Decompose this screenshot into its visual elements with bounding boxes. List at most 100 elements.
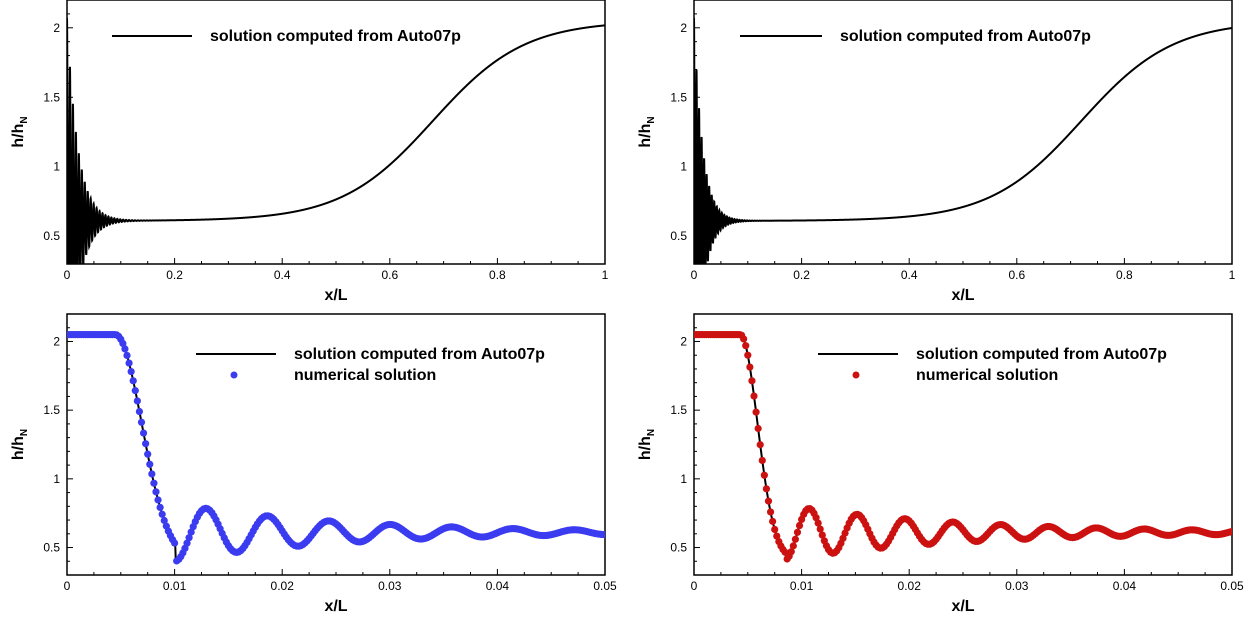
- y-axis-label-subscript: N: [19, 116, 30, 123]
- data-point: [137, 418, 146, 426]
- y-tick-label: 1: [680, 472, 687, 486]
- x-tick-label: 0.4: [274, 268, 291, 282]
- data-point: [812, 514, 820, 522]
- data-point: [129, 377, 137, 385]
- data-point: [152, 488, 160, 496]
- data-point: [160, 516, 168, 525]
- data-point: [601, 531, 605, 539]
- data-point: [795, 521, 804, 530]
- data-point: [740, 335, 748, 343]
- chart-panel-3: 0 0.01 0.02 0.03 0.04 0.050.511.52x/Lh/hNsolu…: [10, 313, 617, 615]
- data-point: [762, 485, 771, 493]
- y-tick-label: 0.5: [43, 229, 60, 243]
- y-tick-label: 2: [680, 21, 687, 35]
- x-tick-label: 0.02: [898, 579, 922, 593]
- legend: solution computed from Auto07p: [740, 28, 1091, 45]
- data-point: [139, 429, 148, 437]
- y-tick-label: 2: [53, 21, 60, 35]
- y-tick-label: 1.5: [670, 403, 687, 417]
- x-tick-label: 0.01: [163, 579, 187, 593]
- y-tick-label: 0.5: [670, 541, 687, 555]
- data-point: [816, 525, 824, 533]
- x-axis-label: x/L: [324, 598, 347, 615]
- y-axis-label: h/hN: [10, 116, 30, 147]
- x-axis-label: x/L: [951, 598, 974, 615]
- legend: solution computed from Auto07p numerical …: [818, 346, 1167, 384]
- x-tick-label: 0: [64, 268, 71, 282]
- data-point: [144, 450, 152, 458]
- data-point: [131, 387, 139, 395]
- data-point: [142, 440, 150, 448]
- legend: solution computed from Auto07p: [112, 28, 461, 45]
- y-tick-label: 0.5: [670, 229, 687, 243]
- legend-entry-label: numerical solution: [294, 367, 436, 384]
- data-point: [764, 497, 773, 505]
- x-tick-label: 0.03: [1005, 579, 1029, 593]
- data-point: [125, 359, 133, 367]
- x-axis-label: x/L: [951, 287, 974, 304]
- data-point: [183, 539, 191, 547]
- x-tick-label: 1: [1229, 268, 1236, 282]
- y-tick-label: 1.5: [43, 90, 60, 104]
- y-tick-label: 1.5: [43, 403, 60, 417]
- legend-entry-label: solution computed from Auto07p: [916, 346, 1167, 363]
- data-point: [133, 397, 141, 405]
- y-axis-label: h/hN: [637, 429, 657, 460]
- data-point: [791, 535, 799, 543]
- data-point: [750, 392, 758, 400]
- data-point: [121, 345, 129, 353]
- legend-marker-swatch: [230, 371, 238, 379]
- data-point: [171, 539, 179, 547]
- data-point: [752, 408, 760, 416]
- series-points-1: [67, 331, 605, 565]
- data-point: [185, 534, 193, 542]
- data-point: [119, 339, 127, 348]
- data-point: [818, 531, 826, 539]
- y-tick-label: 1: [53, 160, 60, 174]
- x-tick-label: 0: [691, 579, 698, 593]
- x-tick-label: 0.6: [1008, 268, 1025, 282]
- x-tick-label: 1: [602, 268, 609, 282]
- y-axis-label-main: h/h: [637, 436, 654, 460]
- x-axis-label: x/L: [324, 287, 347, 304]
- y-tick-label: 1: [53, 472, 60, 486]
- data-point: [156, 503, 164, 512]
- x-tick-label: 0.02: [271, 579, 295, 593]
- x-tick-label: 0.05: [593, 579, 617, 593]
- data-point: [758, 456, 766, 465]
- x-tick-label: 0.2: [793, 268, 810, 282]
- data-point: [744, 351, 752, 359]
- data-point: [766, 508, 775, 516]
- x-tick-label: 0: [691, 268, 698, 282]
- x-tick-label: 0.8: [489, 268, 506, 282]
- legend-entry-label: solution computed from Auto07p: [840, 28, 1091, 45]
- data-point: [123, 351, 131, 360]
- data-point: [754, 424, 762, 433]
- legend-entry-label: numerical solution: [916, 367, 1058, 384]
- data-point: [148, 470, 156, 478]
- x-tick-label: 0.2: [166, 268, 183, 282]
- chart-panel-4: 0 0.01 0.02 0.03 0.04 0.050.511.52x/Lh/hNsolu…: [637, 313, 1244, 615]
- y-tick-label: 2: [53, 334, 60, 348]
- series-line-0: [694, 18, 1232, 264]
- data-point: [769, 517, 777, 525]
- data-point: [793, 528, 802, 536]
- x-tick-label: 0.01: [790, 579, 814, 593]
- y-tick-label: 0.5: [43, 541, 60, 555]
- data-point: [771, 525, 779, 534]
- x-tick-label: 0.04: [486, 579, 510, 593]
- y-tick-label: 1: [680, 160, 687, 174]
- series-line-0: [67, 17, 605, 264]
- x-tick-label: 0.8: [1116, 268, 1133, 282]
- y-axis-label: h/hN: [10, 429, 30, 460]
- y-axis-label: h/hN: [637, 116, 657, 147]
- legend-marker-swatch: [852, 371, 860, 379]
- x-tick-label: 0.04: [1113, 579, 1137, 593]
- y-axis-label-main: h/h: [10, 436, 27, 460]
- series-points-1: [694, 331, 1232, 563]
- data-point: [760, 471, 768, 479]
- data-point: [787, 548, 795, 556]
